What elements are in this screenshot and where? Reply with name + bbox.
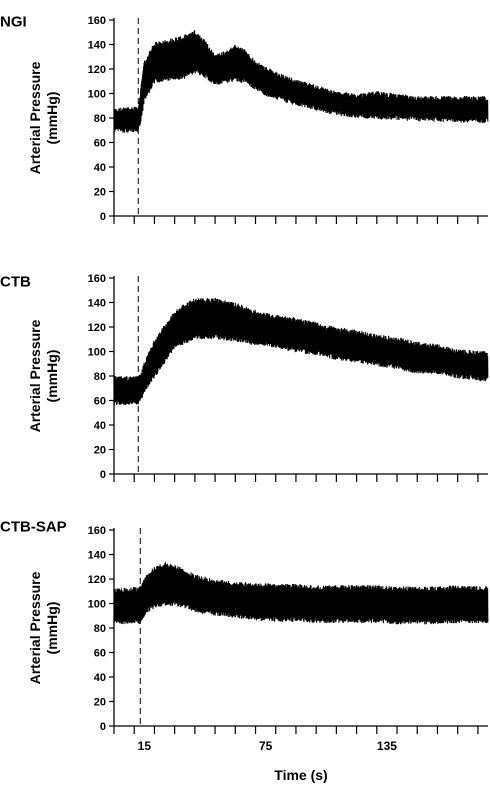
y-axis-label: (mmHg): [44, 92, 60, 145]
y-tick-label: 40: [94, 672, 106, 684]
y-tick-label: 160: [88, 273, 106, 285]
y-tick-label: 140: [88, 550, 106, 562]
series-line: [113, 562, 489, 625]
y-tick-label: 0: [100, 211, 106, 223]
series-trace: [113, 562, 489, 625]
chart-panel-1: NGI Arterial Pressure (mmHg) 0 20 40 60 80 100 12…: [0, 13, 489, 224]
series-line: [113, 30, 489, 133]
y-axis-label: (mmHg): [44, 350, 60, 403]
y-axis-label: (mmHg): [44, 602, 60, 655]
y-tick-label: 80: [94, 113, 106, 125]
y-tick-label: 80: [94, 371, 106, 383]
y-tick-label: 100: [88, 599, 106, 611]
y-tick-label: 140: [88, 40, 106, 52]
y-axis-label: Arterial Pressure: [27, 571, 43, 684]
y-tick-label: 160: [88, 525, 106, 537]
x-tick-label: 135: [377, 739, 397, 753]
chart-panel-3: CTB-SAP Arterial Pressure (mmHg) 0 20 40 60 80 1…: [0, 518, 489, 783]
y-tick-label: 120: [88, 64, 106, 76]
series-line: [113, 297, 489, 405]
y-tick-label: 20: [94, 697, 106, 709]
chart-title: CTB-SAP: [0, 518, 67, 535]
x-tick-label: 15: [138, 739, 152, 753]
y-tick-label: 120: [88, 574, 106, 586]
y-tick-label: 20: [94, 187, 106, 199]
y-tick-label: 140: [88, 298, 106, 310]
chart-title: NGI: [0, 13, 27, 30]
y-tick-label: 40: [94, 420, 106, 432]
y-tick-label: 60: [94, 396, 106, 408]
y-tick-label: 40: [94, 162, 106, 174]
y-tick-label: 160: [88, 15, 106, 27]
y-tick-label: 0: [100, 469, 106, 481]
y-tick-label: 20: [94, 445, 106, 457]
series-trace: [113, 30, 489, 133]
y-tick-label: 60: [94, 648, 106, 660]
y-tick-label: 120: [88, 322, 106, 334]
y-tick-label: 100: [88, 89, 106, 101]
y-tick-label: 0: [100, 721, 106, 733]
y-tick-label: 80: [94, 623, 106, 635]
y-tick-label: 60: [94, 138, 106, 150]
y-tick-label: 100: [88, 347, 106, 359]
series-trace: [113, 297, 489, 405]
y-axis-label: Arterial Pressure: [27, 61, 43, 174]
chart-panel-2: CTB Arterial Pressure (mmHg) 0 20 40 60 80 100 12…: [0, 273, 489, 482]
x-tick-label: 75: [259, 739, 273, 753]
chart-title: CTB: [0, 273, 31, 290]
y-axis-label: Arterial Pressure: [27, 319, 43, 432]
x-axis-label: Time (s): [274, 767, 327, 783]
